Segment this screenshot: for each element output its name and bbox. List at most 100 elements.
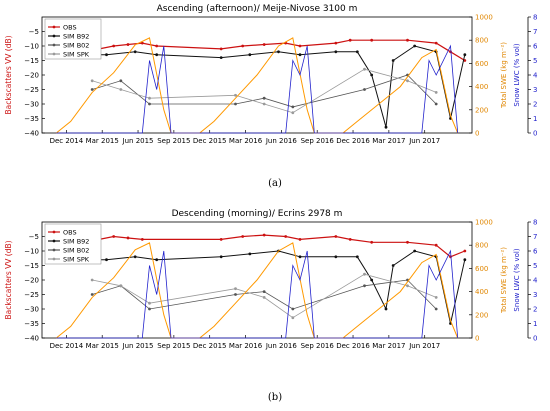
y2-tick-label: 600 bbox=[475, 60, 488, 68]
data-point-obs bbox=[434, 41, 438, 45]
data-point-sim-b02 bbox=[363, 284, 366, 288]
data-point-sim-b02 bbox=[90, 88, 94, 91]
y-tick-label: −35 bbox=[24, 115, 39, 123]
y-tick-label: −25 bbox=[24, 86, 39, 94]
series-line-sim-spk bbox=[92, 273, 437, 319]
x-tick-label: Mar 2017 bbox=[372, 342, 405, 350]
data-point-sim-spk bbox=[406, 284, 409, 288]
legend-entry: OBS bbox=[63, 24, 77, 32]
data-point-sim-b92 bbox=[133, 50, 137, 54]
data-point-obs bbox=[219, 47, 223, 51]
data-point-sim-b92 bbox=[355, 255, 359, 259]
data-point-obs bbox=[406, 240, 409, 244]
data-point-obs bbox=[463, 249, 467, 253]
data-point-obs bbox=[126, 236, 130, 240]
y2-axis-label: Total SWE (kg m⁻²) bbox=[500, 247, 508, 314]
y-tick-label: −20 bbox=[24, 72, 39, 80]
y2-tick-label: 600 bbox=[475, 265, 488, 273]
legend-marker bbox=[52, 230, 56, 234]
y2-tick-label: 800 bbox=[475, 37, 488, 45]
y3-tick-label: 7 bbox=[533, 28, 537, 36]
caption-a: (a) bbox=[268, 178, 282, 189]
data-point-sim-spk bbox=[406, 79, 409, 83]
data-point-sim-spk bbox=[234, 287, 237, 291]
x-tick-label: Dec 2016 bbox=[336, 137, 370, 145]
caption-b: (b) bbox=[267, 392, 283, 403]
x-tick-label: Dec 2015 bbox=[193, 342, 227, 350]
x-tick-label: Mar 2016 bbox=[229, 342, 263, 350]
legend-marker bbox=[52, 257, 56, 261]
data-point-sim-b92 bbox=[384, 125, 388, 129]
legend-marker bbox=[52, 25, 56, 29]
x-tick-label: Dec 2016 bbox=[336, 342, 370, 350]
y2-tick-label: 0 bbox=[475, 130, 479, 138]
x-tick-label: Jun 2017 bbox=[408, 342, 440, 350]
legend-marker bbox=[52, 239, 56, 243]
data-point-sim-spk bbox=[90, 79, 94, 83]
legend-entry: SIM SPK bbox=[63, 256, 90, 264]
y-tick-label: −15 bbox=[24, 262, 39, 270]
y3-tick-label: 7 bbox=[533, 233, 537, 241]
y-tick-label: −5 bbox=[29, 233, 39, 241]
data-point-sim-b92 bbox=[248, 252, 252, 256]
data-point-sim-b92 bbox=[219, 255, 223, 259]
y-tick-label: −30 bbox=[24, 306, 39, 314]
data-point-sim-b92 bbox=[155, 258, 159, 262]
y3-tick-label: 5 bbox=[533, 262, 537, 270]
data-point-sim-b92 bbox=[384, 307, 388, 311]
chart-panel-a: Ascending (afternoon)/ Meije-Nivose 3100… bbox=[4, 4, 538, 145]
x-tick-label: Sep 2015 bbox=[157, 342, 190, 350]
y2-tick-label: 1000 bbox=[475, 219, 493, 227]
y3-tick-label: 4 bbox=[533, 72, 538, 80]
y2-tick-label: 200 bbox=[475, 311, 488, 319]
y-tick-label: −10 bbox=[24, 248, 39, 256]
data-point-sim-spk bbox=[148, 301, 151, 305]
x-tick-label: Jun 2017 bbox=[408, 137, 440, 145]
data-point-sim-b92 bbox=[355, 50, 359, 54]
legend-entry: OBS bbox=[63, 229, 77, 237]
series-line-obs bbox=[80, 39, 466, 62]
data-point-sim-spk bbox=[234, 93, 237, 97]
data-point-sim-b02 bbox=[262, 96, 266, 100]
data-point-sim-b92 bbox=[391, 59, 395, 62]
data-point-sim-b92 bbox=[463, 53, 467, 57]
data-point-obs bbox=[112, 235, 116, 238]
series-line-swe bbox=[55, 242, 459, 339]
data-point-obs bbox=[370, 240, 374, 244]
data-point-sim-b02 bbox=[234, 293, 237, 296]
legend-entry: SIM B02 bbox=[63, 247, 89, 255]
data-point-sim-spk bbox=[363, 67, 366, 71]
series-line-sim-spk bbox=[92, 68, 437, 114]
x-tick-label: Jun 2016 bbox=[265, 137, 298, 145]
data-point-sim-b92 bbox=[219, 56, 223, 59]
data-point-sim-b02 bbox=[148, 102, 151, 106]
data-point-obs bbox=[112, 44, 116, 48]
data-point-obs bbox=[262, 233, 266, 237]
data-point-obs bbox=[219, 238, 223, 241]
y3-tick-label: 3 bbox=[533, 86, 537, 94]
y-axis-label: Backscatters VV (dB) bbox=[4, 240, 13, 319]
data-point-sim-b92 bbox=[334, 255, 338, 259]
data-point-sim-b02 bbox=[434, 102, 438, 106]
data-point-sim-spk bbox=[262, 296, 266, 299]
data-point-sim-b92 bbox=[298, 53, 302, 57]
data-point-sim-b92 bbox=[248, 53, 252, 57]
data-point-sim-spk bbox=[148, 96, 151, 100]
y3-tick-label: 4 bbox=[533, 277, 538, 285]
series-line-swe bbox=[55, 37, 459, 134]
series-line-lwc bbox=[56, 44, 459, 134]
series-line-sim-b92 bbox=[80, 250, 466, 324]
y2-tick-label: 200 bbox=[475, 106, 488, 114]
y3-tick-label: 5 bbox=[533, 57, 537, 65]
data-point-sim-b02 bbox=[262, 290, 266, 293]
legend-entry: SIM SPK bbox=[63, 51, 90, 59]
y3-tick-label: 2 bbox=[533, 306, 537, 314]
data-point-sim-b92 bbox=[155, 53, 159, 57]
data-point-obs bbox=[434, 243, 438, 247]
data-point-sim-spk bbox=[434, 91, 438, 94]
y3-tick-label: 2 bbox=[533, 101, 537, 109]
y3-tick-label: 1 bbox=[533, 320, 537, 328]
legend-marker bbox=[52, 52, 56, 56]
legend-entry: SIM B92 bbox=[63, 238, 89, 246]
